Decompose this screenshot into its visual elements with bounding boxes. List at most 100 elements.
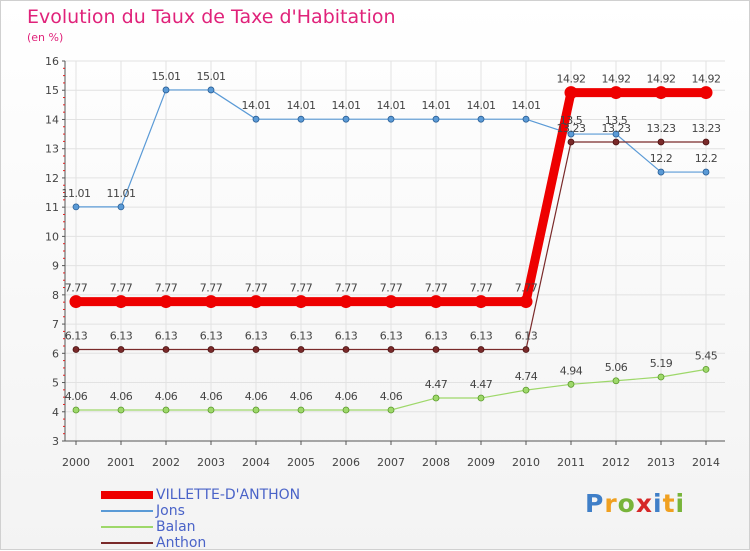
y-tick-label: 11: [45, 201, 59, 214]
data-point: [162, 86, 170, 94]
x-tick-label: 2009: [467, 456, 495, 469]
data-label: 4.74: [515, 370, 538, 383]
data-label: 7.77: [155, 282, 178, 295]
x-tick-label: 2006: [332, 456, 360, 469]
legend-swatch-balan: [101, 526, 153, 528]
y-tick-label: 7: [52, 318, 59, 331]
x-tick-label: 2014: [692, 456, 720, 469]
data-label: 7.77: [200, 282, 223, 295]
data-label: 14.92: [692, 73, 721, 86]
data-point: [297, 115, 305, 123]
data-point: [72, 203, 80, 211]
data-point: [474, 295, 488, 309]
data-point: [387, 115, 395, 123]
data-label: 7.77: [515, 282, 538, 295]
data-label: 6.13: [155, 330, 178, 343]
legend-label-anthon: Anthon: [156, 535, 207, 551]
data-point: [207, 406, 215, 414]
data-label: 11.01: [62, 187, 91, 200]
y-tick-label: 16: [45, 55, 59, 68]
data-point: [342, 115, 350, 123]
data-label: 6.13: [200, 330, 223, 343]
data-label: 13.23: [602, 122, 631, 135]
data-label: 14.01: [377, 99, 406, 112]
data-point: [252, 115, 260, 123]
data-label: 11.01: [107, 187, 136, 200]
data-point: [252, 406, 260, 414]
data-label: 4.06: [245, 390, 268, 403]
data-point: [612, 138, 620, 146]
data-point: [342, 346, 350, 353]
data-point: [432, 346, 440, 353]
data-point: [699, 86, 713, 100]
data-label: 14.01: [287, 99, 316, 112]
data-label: 5.19: [650, 357, 673, 370]
data-point: [72, 346, 80, 353]
data-point: [702, 138, 710, 146]
data-label: 13.5: [560, 114, 583, 127]
data-label: 6.13: [245, 330, 268, 343]
data-label: 14.01: [512, 99, 541, 112]
data-point: [477, 346, 485, 353]
legend-swatch-jons: [101, 510, 153, 512]
data-label: 4.06: [155, 390, 178, 403]
data-label: 14.01: [422, 99, 451, 112]
data-point: [207, 86, 215, 94]
data-label: 7.77: [110, 282, 133, 295]
data-label: 6.13: [290, 330, 313, 343]
data-point: [117, 406, 125, 414]
proxiti-logo: Proxiti: [585, 489, 685, 518]
y-tick-label: 15: [45, 84, 59, 97]
y-tick-label: 5: [52, 377, 59, 390]
data-label: 4.06: [335, 390, 358, 403]
data-label: 7.77: [290, 282, 313, 295]
data-point: [657, 373, 665, 381]
data-point: [297, 406, 305, 414]
data-label: 13.23: [692, 122, 721, 135]
data-label: 7.77: [335, 282, 358, 295]
data-point: [522, 115, 530, 123]
data-point: [432, 115, 440, 123]
data-label: 6.13: [335, 330, 358, 343]
y-tick-label: 14: [45, 113, 59, 126]
x-tick-label: 2012: [602, 456, 630, 469]
data-label: 12.2: [650, 152, 673, 165]
data-label: 6.13: [380, 330, 403, 343]
data-point: [612, 130, 620, 138]
legend-item-anthon: Anthon: [101, 535, 300, 551]
data-label: 4.94: [560, 364, 583, 377]
data-point: [204, 295, 218, 309]
data-label: 7.77: [380, 282, 403, 295]
x-tick-label: 2005: [287, 456, 315, 469]
legend-swatch-villette: [101, 491, 153, 499]
data-point: [387, 346, 395, 353]
data-label: 13.5: [605, 114, 628, 127]
data-label: 6.13: [470, 330, 493, 343]
legend-swatch-anthon: [101, 542, 153, 544]
y-tick-label: 9: [52, 260, 59, 273]
logo-letter: o: [617, 489, 636, 518]
data-label: 13.23: [557, 122, 586, 135]
x-tick-label: 2008: [422, 456, 450, 469]
x-tick-label: 2002: [152, 456, 180, 469]
y-tick-label: 13: [45, 143, 59, 156]
legend-item-jons: Jons: [101, 503, 300, 519]
data-point: [384, 295, 398, 309]
legend: VILLETTE-D'ANTHON Jons Balan Anthon: [101, 487, 300, 551]
data-point: [162, 346, 170, 353]
data-point: [72, 406, 80, 414]
data-label: 6.13: [425, 330, 448, 343]
legend-item-balan: Balan: [101, 519, 300, 535]
data-label: 5.06: [605, 361, 628, 374]
data-label: 4.06: [65, 390, 88, 403]
data-point: [609, 86, 623, 100]
data-label: 4.47: [425, 378, 448, 391]
legend-item-villette: VILLETTE-D'ANTHON: [101, 487, 300, 503]
data-point: [342, 406, 350, 414]
data-label: 4.06: [290, 390, 313, 403]
y-tick-label: 8: [52, 289, 59, 302]
y-tick-label: 6: [52, 347, 59, 360]
logo-letter: r: [604, 489, 618, 518]
data-point: [657, 138, 665, 146]
